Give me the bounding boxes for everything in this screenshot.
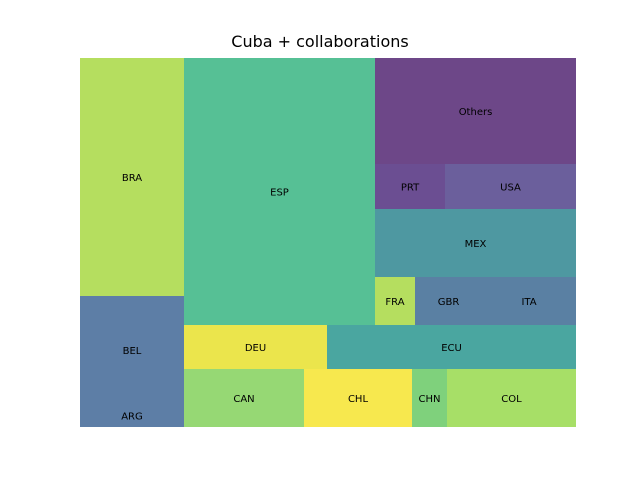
treemap-label-can: CAN bbox=[233, 394, 254, 405]
treemap-rect-bel bbox=[80, 296, 184, 404]
treemap-label-gbr: GBR bbox=[438, 297, 460, 308]
treemap-label-mex: MEX bbox=[465, 239, 487, 250]
treemap-label-ecu: ECU bbox=[441, 343, 462, 354]
treemap-cell-ita: ITA bbox=[482, 277, 576, 325]
treemap-label-bra: BRA bbox=[122, 173, 142, 184]
treemap-label-ita: ITA bbox=[521, 297, 536, 308]
treemap-rect-esp bbox=[184, 58, 375, 325]
treemap-rect-prt bbox=[375, 164, 445, 209]
treemap-rect-ecu bbox=[327, 325, 576, 369]
treemap-rect-bra bbox=[80, 58, 184, 296]
treemap-label-prt: PRT bbox=[401, 183, 420, 194]
treemap-label-chl: CHL bbox=[348, 394, 369, 405]
treemap-label-bel: BEL bbox=[123, 346, 142, 357]
treemap-rect-col bbox=[447, 369, 576, 427]
treemap-cell-deu: DEU bbox=[184, 325, 327, 369]
treemap-cell-mex: MEX bbox=[375, 209, 576, 277]
treemap-rect-deu bbox=[184, 325, 327, 369]
treemap-cell-prt: PRT bbox=[375, 164, 445, 209]
treemap-rect-chn bbox=[412, 369, 447, 427]
chart-title: Cuba + collaborations bbox=[231, 32, 409, 51]
treemap-rect-can bbox=[184, 369, 304, 427]
treemap-cell-arg: ARG bbox=[80, 404, 184, 427]
treemap-cell-chn: CHN bbox=[412, 369, 447, 427]
treemap-rect-arg bbox=[80, 404, 184, 427]
treemap-rect-mex bbox=[375, 209, 576, 277]
treemap-cell-fra: FRA bbox=[375, 277, 415, 325]
treemap-rect-usa bbox=[445, 164, 576, 209]
treemap-label-fra: FRA bbox=[385, 297, 404, 308]
treemap-cell-gbr: GBR bbox=[415, 277, 482, 325]
treemap-label-chn: CHN bbox=[419, 394, 441, 405]
treemap-rect-ita bbox=[482, 277, 576, 325]
treemap-cell-bra: BRA bbox=[80, 58, 184, 296]
treemap-label-usa: USA bbox=[500, 183, 521, 194]
treemap-cell-others: Others bbox=[375, 58, 576, 164]
treemap-cell-bel: BEL bbox=[80, 296, 184, 404]
treemap-rect-gbr bbox=[415, 277, 482, 325]
treemap-cell-esp: ESP bbox=[184, 58, 375, 325]
treemap-rect-others bbox=[375, 58, 576, 164]
treemap-label-others: Others bbox=[459, 107, 493, 118]
treemap-rect-fra bbox=[375, 277, 415, 325]
treemap-label-col: COL bbox=[501, 394, 522, 405]
treemap-label-arg: ARG bbox=[121, 412, 143, 423]
treemap-cell-usa: USA bbox=[445, 164, 576, 209]
treemap-cell-can: CAN bbox=[184, 369, 304, 427]
treemap-cell-col: COL bbox=[447, 369, 576, 427]
treemap-cell-ecu: ECU bbox=[327, 325, 576, 369]
treemap-label-esp: ESP bbox=[270, 188, 289, 199]
treemap-cell-chl: CHL bbox=[304, 369, 412, 427]
treemap-rect-chl bbox=[304, 369, 412, 427]
treemap-label-deu: DEU bbox=[245, 343, 266, 354]
